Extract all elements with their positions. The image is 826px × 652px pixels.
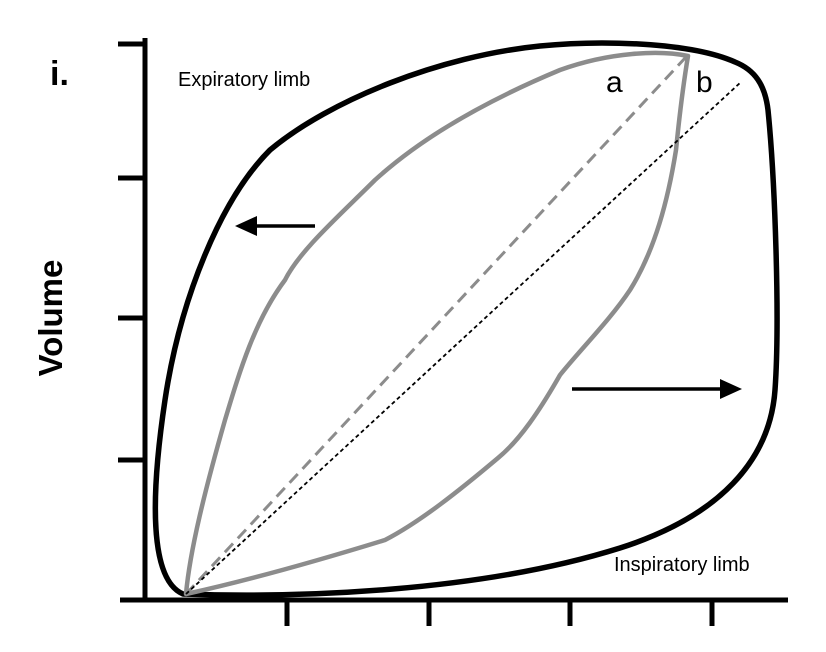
expiratory-limb-label: Expiratory limb bbox=[178, 69, 310, 91]
line-a-label: a bbox=[606, 66, 623, 99]
axes bbox=[118, 38, 788, 626]
left-arrow bbox=[235, 216, 315, 236]
outer-loop bbox=[152, 40, 780, 598]
line-b bbox=[185, 81, 742, 595]
panel-label: i. bbox=[50, 55, 69, 93]
right-arrow bbox=[572, 379, 742, 399]
inner-loop bbox=[183, 50, 691, 597]
line-b-label: b bbox=[696, 66, 713, 99]
y-axis-label: Volume bbox=[32, 260, 69, 377]
inspiratory-limb-label: Inspiratory limb bbox=[614, 554, 750, 576]
line-a bbox=[184, 55, 688, 596]
